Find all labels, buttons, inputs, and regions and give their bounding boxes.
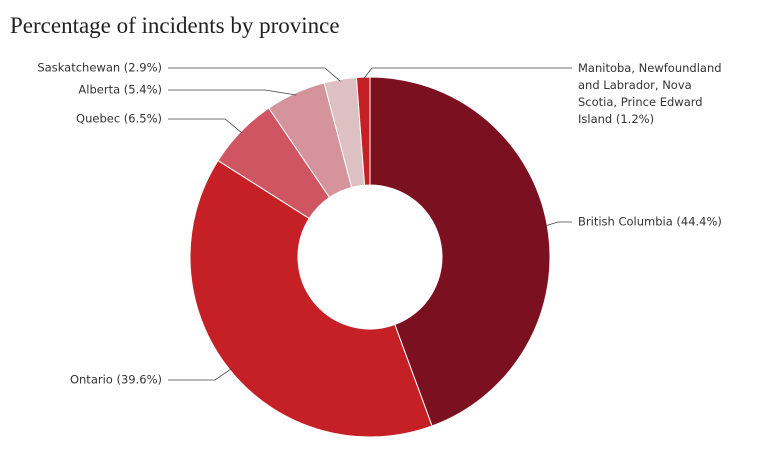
slice-label: British Columbia (44.4%)	[578, 215, 722, 229]
label-line: Manitoba, Newfoundland	[578, 61, 722, 75]
slice-label: Alberta (5.4%)	[78, 83, 162, 97]
leader-line	[168, 368, 232, 381]
label-line: Scotia, Prince Edward	[578, 95, 703, 109]
label-line: and Labrador, Nova	[578, 78, 692, 92]
leader-line	[168, 89, 297, 96]
leader-line	[168, 118, 243, 134]
chart-title: Percentage of incidents by province	[10, 13, 340, 38]
leader-line	[168, 67, 341, 82]
slice-label: Quebec (6.5%)	[76, 112, 162, 126]
leader-line	[362, 67, 572, 80]
slice-label: Saskatchewan (2.9%)	[37, 61, 162, 75]
slice	[369, 76, 551, 427]
leader-line	[545, 221, 572, 227]
label-line: Island (1.2%)	[578, 112, 654, 126]
slice-label: Ontario (39.6%)	[70, 373, 162, 387]
slice	[355, 76, 371, 186]
slice-label: Manitoba, Newfoundland and Labrador, Nova…	[578, 61, 722, 126]
slice	[189, 159, 433, 438]
